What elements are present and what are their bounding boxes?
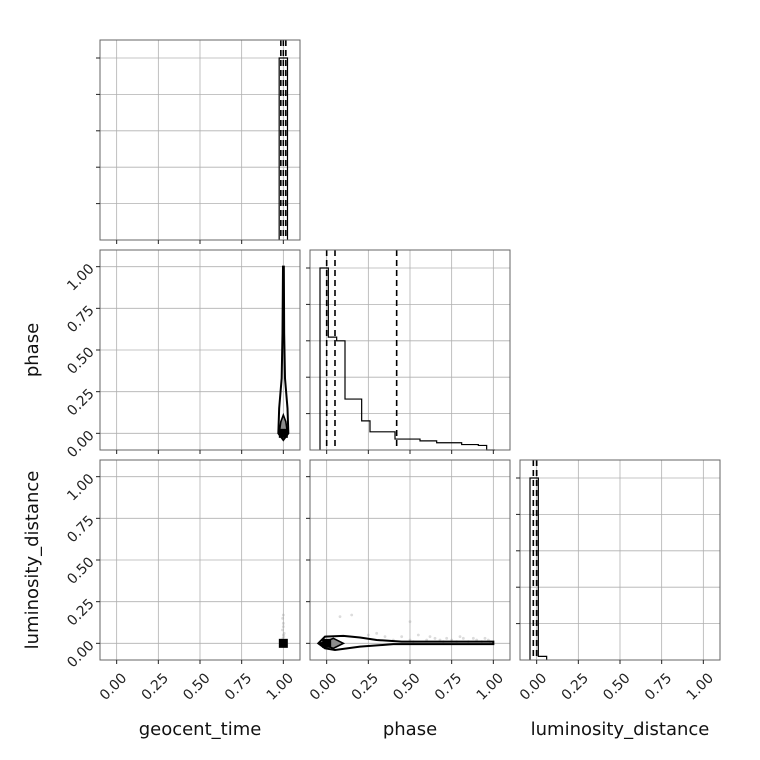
sample-point [281,633,285,637]
x-tick-label: 0.00 [517,670,550,703]
sample-point [428,635,432,639]
x-tick-label: 0.50 [600,670,633,703]
sample-point [281,628,284,632]
y-tick-label: 0.00 [64,638,97,671]
sample-point [281,625,285,629]
y-axis-label-luminosity-distance: luminosity_distance [22,471,43,650]
y-tick-label: 0.50 [64,554,97,587]
y-tick-label: 0.25 [64,386,97,419]
x-tick-label: 0.75 [642,670,675,703]
sample-point [458,635,462,639]
y-tick-label: 0.50 [64,344,97,377]
data-layer [277,40,548,660]
x-tick-label: 0.25 [349,670,382,703]
y-tick-label: 0.75 [64,513,97,546]
sample-point [416,633,420,637]
y-axis-label-phase: phase [22,323,43,377]
y-tick-label: 0.75 [64,303,97,336]
sample-point [433,636,437,640]
x-tick-label: 0.00 [307,670,340,703]
sample-point [281,613,285,617]
x-tick-label: 0.00 [97,670,130,703]
x-axis-label-phase: phase [383,719,437,740]
histogram-luminosity_distance [529,477,548,660]
x-tick-label: 1.00 [264,670,297,703]
sample-point [338,615,342,619]
peak-marker [322,638,332,648]
sample-point [281,616,285,620]
sample-point [281,621,285,625]
y-tick-label: 1.00 [64,471,97,504]
sample-point [483,636,487,640]
sample-point [350,613,354,617]
x-tick-label: 1.00 [474,670,507,703]
sample-point [282,631,286,635]
peak-marker [278,428,288,438]
sample-point [461,636,465,640]
sample-point [408,620,412,624]
x-axis-label-luminosity-distance: luminosity_distance [531,719,710,740]
x-tick-label: 0.25 [139,670,172,703]
x-tick-label: 0.50 [180,670,213,703]
sample-point [445,636,449,640]
sample-point [471,636,475,640]
sample-point [366,633,370,637]
histogram-phase [319,267,495,451]
y-tick-label: 1.00 [64,261,97,294]
x-tick-label: 1.00 [684,670,717,703]
sample-point [400,635,404,639]
x-tick-label: 0.75 [222,670,255,703]
grid-layer [100,40,720,660]
histogram-geocent_time [278,57,289,240]
x-tick-label: 0.75 [432,670,465,703]
sample-point [383,635,387,639]
contour-outer [316,634,495,652]
sample-point [282,635,286,639]
tick-layer: 0.000.250.500.751.000.00 0.25 0.50 0.75 1.00… [64,57,717,704]
y-tick-label: 0.00 [64,428,97,461]
y-tick-label: 0.25 [64,596,97,629]
x-axis-label-geocent-time: geocent_time [139,719,262,740]
x-tick-label: 0.50 [390,670,423,703]
sample-point [375,631,379,635]
peak-marker [278,638,288,648]
x-tick-label: 0.25 [559,670,592,703]
